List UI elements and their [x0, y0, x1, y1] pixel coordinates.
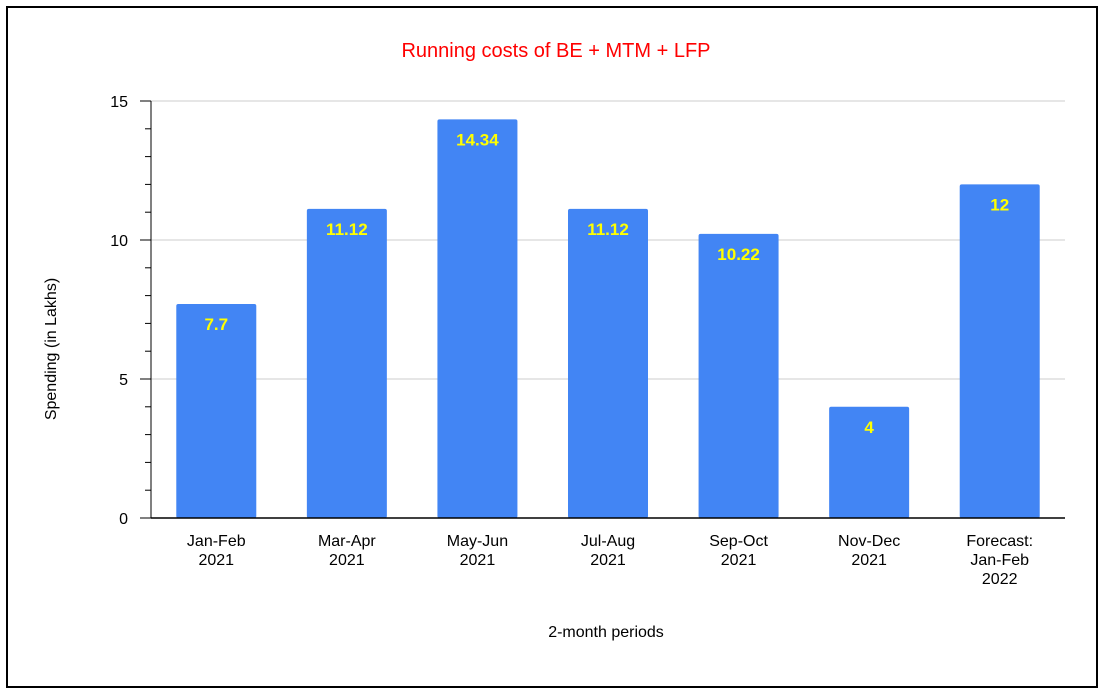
- x-tick-label: Jan-Feb: [187, 533, 246, 550]
- x-tick-label: 2021: [198, 552, 234, 569]
- bar-data-label: 14.34: [456, 130, 499, 149]
- bar: [437, 119, 518, 519]
- bar: [829, 406, 910, 518]
- bar-data-label: 10.22: [717, 245, 760, 264]
- bar: [306, 208, 387, 518]
- bar-data-label: 11.12: [326, 220, 368, 239]
- bar-chart: Running costs of BE + MTM + LFP 0 5 10 15 7.…: [43, 40, 1065, 641]
- x-tick-label: Mar-Apr: [318, 533, 376, 550]
- chart-frame: Running costs of BE + MTM + LFP 0 5 10 15 7.…: [6, 6, 1098, 688]
- x-tick-label: Sep-Oct: [709, 533, 768, 550]
- y-tick-label: 15: [110, 94, 128, 111]
- x-tick-label: 2021: [851, 552, 887, 569]
- x-tick-label: Jul-Aug: [581, 533, 635, 550]
- bar: [959, 184, 1040, 518]
- bars: [176, 119, 1040, 519]
- bar-data-label: 7.7: [204, 315, 228, 334]
- x-tick-label: May-Jun: [447, 533, 508, 550]
- x-tick-label: Nov-Dec: [838, 533, 900, 550]
- y-tick-label: 10: [110, 233, 128, 250]
- x-tick-label: Forecast:: [966, 533, 1033, 550]
- x-tick-label: 2021: [721, 552, 757, 569]
- y-tick-label: 0: [119, 511, 128, 528]
- bar: [176, 303, 257, 518]
- bar: [568, 208, 648, 518]
- labels: 0 5 10 15 7.7 Jan-Feb 2021 11.12 Mar-Apr 2021 14.3…: [110, 94, 1033, 588]
- axes: [140, 100, 1065, 519]
- y-axis-title: Spending (in Lakhs): [43, 278, 60, 420]
- x-tick-label: 2021: [460, 552, 496, 569]
- x-tick-label: 2022: [982, 571, 1018, 588]
- y-tick-label: 5: [119, 372, 128, 389]
- x-axis-title: 2-month periods: [548, 624, 664, 641]
- bar-data-label: 4: [864, 418, 874, 437]
- bar-data-label: 12: [990, 195, 1009, 214]
- chart-title: Running costs of BE + MTM + LFP: [401, 40, 710, 62]
- x-tick-label: 2021: [329, 552, 365, 569]
- x-tick-label: 2021: [590, 552, 626, 569]
- bar-data-label: 11.12: [587, 220, 629, 239]
- bar: [698, 233, 779, 518]
- x-tick-label: Jan-Feb: [970, 552, 1029, 569]
